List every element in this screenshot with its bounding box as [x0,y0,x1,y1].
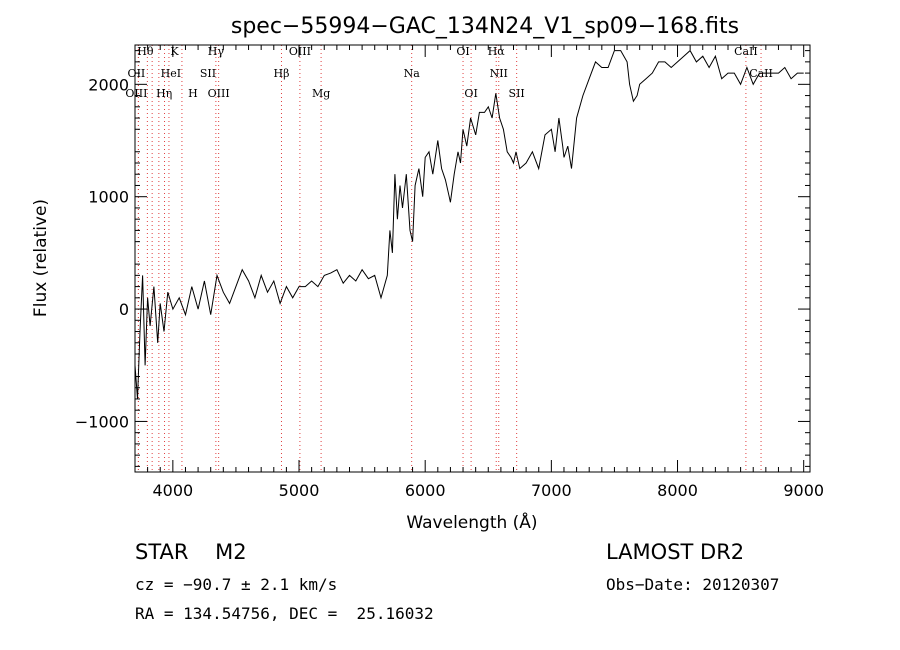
line-label-10: Hβ [274,67,290,80]
line-label-4: HeI [161,67,181,80]
x-tick-label-3: 7000 [531,481,572,500]
line-label-6: K [170,45,179,58]
line-label-15: OI [464,87,477,100]
line-label-19: CaII [734,45,758,58]
x-tick-label-1: 5000 [279,481,320,500]
ra-dec-coordinates: RA = 134.54756, DEC = 25.16032 [135,604,434,623]
line-label-17: NII [490,67,508,80]
object-class: STAR M2 [135,540,247,564]
line-label-5: SII [200,67,216,80]
line-label-7: H [188,87,198,100]
x-tick-label-2: 6000 [405,481,446,500]
x-tick-label-4: 8000 [657,481,698,500]
x-tick-label-5: 9000 [783,481,824,500]
line-label-13: Na [404,67,421,80]
line-label-18: SII [509,87,525,100]
x-tick-label-0: 4000 [152,481,193,500]
line-label-2: OIII [125,87,147,100]
observation-date: Obs−Date: 20120307 [606,575,780,594]
survey-name: LAMOST DR2 [606,540,745,564]
line-label-16: Hα [488,45,506,58]
y-axis-label: Flux (relative) [31,199,51,317]
line-label-9: OIII [208,87,230,100]
y-tick-label-2: 1000 [88,188,129,207]
y-tick-label-1: 0 [119,300,129,319]
line-label-3: Hη [156,87,172,100]
redshift-velocity: cz = −90.7 ± 2.1 km/s [135,575,338,594]
line-label-12: Mg [312,87,330,100]
plot-frame [134,44,811,473]
y-tick-label-0: −1000 [75,412,129,431]
line-label-14: OI [456,45,469,58]
line-label-8: Hγ [208,45,225,58]
chart-title: spec−55994−GAC_134N24_V1_sp09−168.fits [231,14,739,39]
line-label-0: Hθ [137,45,154,58]
y-tick-label-3: 2000 [88,75,129,94]
line-label-11: OIII [289,45,311,58]
spectrum-line [134,49,804,400]
x-axis-label: Wavelength (Å) [406,511,537,533]
